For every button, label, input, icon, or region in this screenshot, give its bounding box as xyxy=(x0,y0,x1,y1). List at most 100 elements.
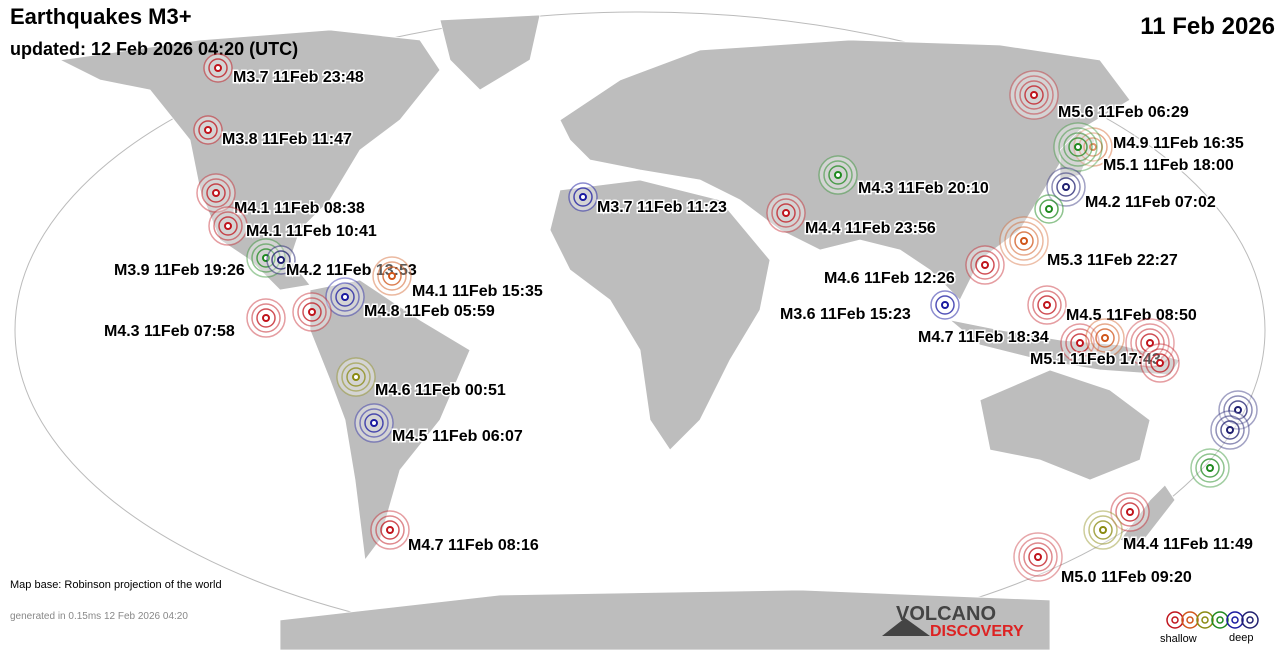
quake-ring xyxy=(1090,323,1120,353)
legend-ring xyxy=(1241,611,1259,629)
quake-ring xyxy=(256,248,276,268)
quake-ring xyxy=(776,203,796,223)
quake-center xyxy=(941,301,949,309)
quake-layer: M3.7 11Feb 23:48 M3.8 11Feb 11:47 M4.1 11F… xyxy=(103,53,1258,588)
quake-ring xyxy=(1215,415,1245,445)
quake-ring xyxy=(341,362,371,392)
quake-ring xyxy=(975,255,995,275)
quake-ring xyxy=(1093,520,1113,540)
updated: updated: 12 Feb 2026 04:20 (UTC) xyxy=(10,39,298,59)
quake-center xyxy=(388,272,396,280)
quake-label: M4.7 11Feb 08:16 xyxy=(408,537,539,554)
quake-label: M5.1 11Feb 18:00 xyxy=(1103,157,1234,174)
quake-center xyxy=(277,256,285,264)
quake-ring xyxy=(1088,515,1118,545)
quake-marker xyxy=(370,510,410,550)
quake-ring xyxy=(377,261,407,291)
quake-label: M4.1 11Feb 08:38 xyxy=(234,200,365,217)
quake-center xyxy=(386,526,394,534)
legend-center xyxy=(1171,616,1179,624)
quake-ring xyxy=(256,308,276,328)
quake-label: M3.6 11Feb 15:23 xyxy=(780,306,911,323)
quake-center xyxy=(1030,91,1038,99)
quake-marker xyxy=(1060,323,1100,363)
quake-ring xyxy=(1014,231,1034,251)
quake-marker xyxy=(1140,343,1180,383)
quake-marker xyxy=(965,245,1005,285)
legend-deep: deep xyxy=(1229,632,1253,644)
legend-ring xyxy=(1181,611,1199,629)
legend-ring xyxy=(1166,611,1184,629)
legend-ring xyxy=(1211,611,1229,629)
quake-label: M4.7 11Feb 18:34 xyxy=(918,329,1049,346)
quake-label: M4.6 11Feb 12:26 xyxy=(824,270,955,287)
quake-marker xyxy=(1009,70,1059,120)
quake-ring xyxy=(297,297,327,327)
quake-ring xyxy=(1070,333,1090,353)
quake-center xyxy=(1099,526,1107,534)
quake-marker xyxy=(354,403,394,443)
quake-center xyxy=(308,308,316,316)
quake-center xyxy=(341,293,349,301)
quake-center xyxy=(1234,406,1242,414)
generated-note: generated in 0.15ms 12 Feb 2026 04:20 xyxy=(10,611,188,622)
quake-ring xyxy=(359,408,389,438)
quake-ring xyxy=(1037,295,1057,315)
quake-label: M3.8 11Feb 11:47 xyxy=(222,131,352,148)
quake-center xyxy=(224,222,232,230)
quake-ring xyxy=(208,58,228,78)
logo-icon xyxy=(882,618,930,636)
quake-label: M4.2 11Feb 07:02 xyxy=(1085,194,1216,211)
quake-marker xyxy=(193,115,223,145)
quake-ring xyxy=(1068,137,1088,157)
quake-marker xyxy=(203,53,233,83)
quake-marker xyxy=(325,277,365,317)
quake-ring xyxy=(1145,348,1175,378)
quake-ring xyxy=(206,183,226,203)
quake-marker xyxy=(766,193,806,233)
quake-ring xyxy=(302,302,322,322)
quake-ring xyxy=(1220,420,1240,440)
date: 11 Feb 2026 xyxy=(1140,13,1275,40)
quake-ring xyxy=(1032,290,1062,320)
quake-ring xyxy=(218,216,238,236)
legend-shallow: shallow xyxy=(1160,633,1197,645)
quake-ring xyxy=(1140,333,1160,353)
quake-ring xyxy=(970,250,1000,280)
quake-label: M4.2 11Feb 13:53 xyxy=(286,262,417,279)
quake-marker xyxy=(999,216,1049,266)
legend-center xyxy=(1246,616,1254,624)
quake-ring xyxy=(828,165,848,185)
quake-marker xyxy=(336,357,376,397)
quake-ring xyxy=(1150,353,1170,373)
quake-label: M4.5 11Feb 06:07 xyxy=(392,428,523,445)
quake-label: M5.1 11Feb 17:43 xyxy=(1030,351,1161,368)
quake-ring xyxy=(1120,502,1140,522)
quake-marker xyxy=(930,290,960,320)
quake-center xyxy=(834,171,842,179)
quake-ring xyxy=(364,413,384,433)
depth-legend xyxy=(1166,611,1259,629)
quake-ring xyxy=(1130,323,1170,363)
quake-center xyxy=(262,314,270,322)
quake-ring xyxy=(823,160,853,190)
quake-center xyxy=(1074,143,1082,151)
quake-marker xyxy=(1083,510,1123,550)
quake-marker xyxy=(246,298,286,338)
quake-ring xyxy=(1083,137,1103,157)
quake-center xyxy=(370,419,378,427)
quake-ring xyxy=(1028,547,1048,567)
quake-ring xyxy=(1115,497,1145,527)
quake-label: M4.1 11Feb 15:35 xyxy=(412,283,543,300)
quake-ring xyxy=(213,211,243,241)
quake-marker xyxy=(266,245,296,275)
quake-ring xyxy=(201,178,231,208)
quake-center xyxy=(1034,553,1042,561)
quake-center xyxy=(981,261,989,269)
quake-center xyxy=(782,209,790,217)
quake-marker xyxy=(568,182,598,212)
quake-center xyxy=(1045,205,1053,213)
quake-center xyxy=(212,189,220,197)
quake-label: M4.4 11Feb 11:49 xyxy=(1123,536,1253,553)
quake-center xyxy=(214,64,222,72)
